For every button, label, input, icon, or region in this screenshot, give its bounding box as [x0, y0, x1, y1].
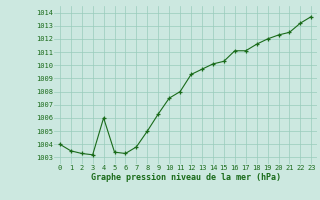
- X-axis label: Graphe pression niveau de la mer (hPa): Graphe pression niveau de la mer (hPa): [91, 173, 281, 182]
